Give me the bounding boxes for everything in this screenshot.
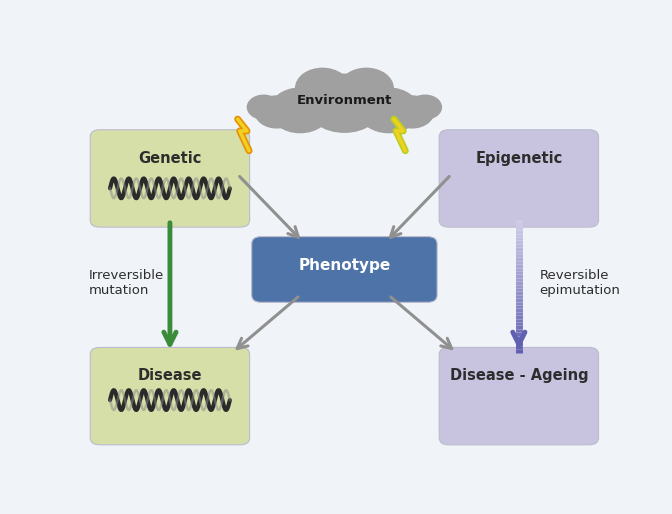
Ellipse shape [255, 95, 299, 128]
Ellipse shape [269, 87, 331, 133]
Ellipse shape [247, 95, 281, 120]
FancyBboxPatch shape [439, 130, 599, 227]
Text: Epigenetic: Epigenetic [475, 151, 562, 166]
FancyBboxPatch shape [90, 130, 249, 227]
Text: Phenotype: Phenotype [298, 258, 390, 272]
Text: Irreversible
mutation: Irreversible mutation [89, 269, 165, 297]
Ellipse shape [304, 74, 384, 133]
Text: Disease: Disease [138, 369, 202, 383]
FancyBboxPatch shape [90, 347, 249, 445]
Ellipse shape [295, 68, 350, 109]
Ellipse shape [408, 95, 442, 120]
Ellipse shape [358, 87, 419, 133]
FancyBboxPatch shape [252, 236, 437, 302]
FancyBboxPatch shape [439, 347, 599, 445]
Text: Genetic: Genetic [138, 151, 202, 166]
Ellipse shape [339, 68, 394, 109]
Text: Disease - Ageing: Disease - Ageing [450, 369, 588, 383]
Ellipse shape [390, 95, 434, 128]
Text: Reversible
epimutation: Reversible epimutation [540, 269, 620, 297]
Text: Environment: Environment [297, 94, 392, 106]
